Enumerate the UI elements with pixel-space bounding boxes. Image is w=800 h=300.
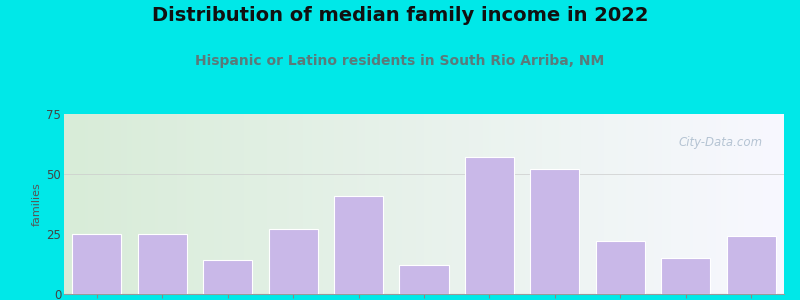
Bar xyxy=(726,236,776,294)
Y-axis label: families: families xyxy=(32,182,42,226)
Text: Hispanic or Latino residents in South Rio Arriba, NM: Hispanic or Latino residents in South Ri… xyxy=(195,54,605,68)
Bar xyxy=(203,260,252,294)
Bar xyxy=(662,258,710,294)
Bar xyxy=(138,234,186,294)
Bar xyxy=(72,234,122,294)
Bar xyxy=(465,157,514,294)
Text: City-Data.com: City-Data.com xyxy=(678,136,762,148)
Bar xyxy=(399,265,449,294)
Bar xyxy=(530,169,579,294)
Bar xyxy=(334,196,383,294)
Bar xyxy=(269,229,318,294)
Text: Distribution of median family income in 2022: Distribution of median family income in … xyxy=(152,6,648,25)
Bar xyxy=(596,241,645,294)
